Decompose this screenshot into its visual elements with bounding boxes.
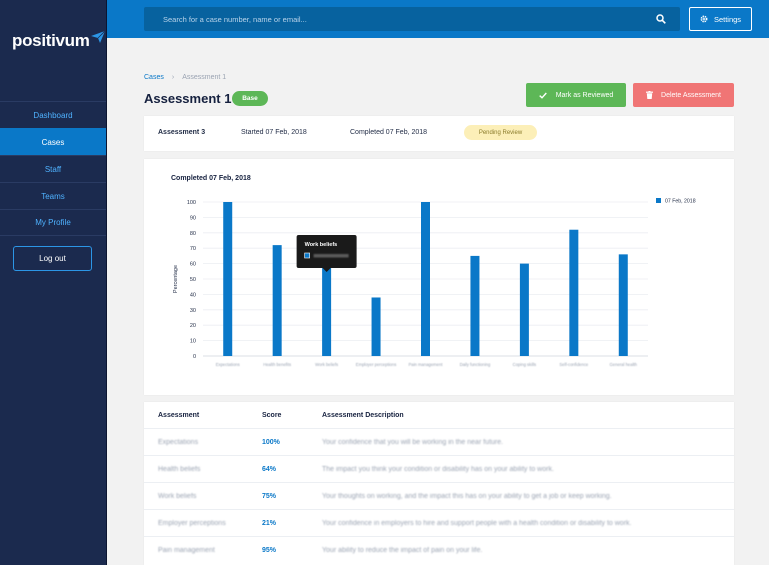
row-assessment: Health beliefs: [158, 466, 201, 473]
x-tick-label: Work beliefs: [315, 362, 338, 367]
logout-button[interactable]: Log out: [13, 246, 92, 271]
row-description: Your confidence that you will be working…: [322, 439, 504, 446]
chart-bar: [618, 254, 628, 356]
scores-table: Assessment Score Assessment Description …: [144, 402, 734, 565]
x-tick-label: Expectations: [216, 362, 240, 367]
legend-label: 07 Feb, 2018: [665, 199, 696, 205]
mark-as-reviewed-button[interactable]: Mark as Reviewed: [526, 83, 626, 107]
x-tick-label: General health: [610, 362, 638, 367]
tooltip-box: [296, 235, 357, 268]
page-title: Assessment 1: [144, 91, 232, 106]
chart-bar: [371, 297, 381, 356]
y-axis-label: Percentage: [173, 265, 179, 293]
table-row: Work beliefs 75% Your thoughts on workin…: [144, 482, 734, 509]
breadcrumb: Cases › Assessment 1: [144, 74, 226, 81]
settings-label: Settings: [713, 14, 742, 24]
search-input[interactable]: [163, 14, 643, 24]
breadcrumb-cases-link[interactable]: Cases: [144, 74, 164, 81]
y-tick-label: 10: [190, 339, 196, 345]
row-description: Your ability to reduce the impact of pai…: [322, 547, 483, 554]
started-date: Started 07 Feb, 2018: [241, 129, 307, 136]
chevron-right-icon: ›: [171, 74, 175, 81]
row-score: 64%: [262, 466, 277, 473]
sidebar-item-staff[interactable]: Staff: [0, 155, 106, 182]
table-header-description: Assessment Description: [322, 412, 404, 419]
chart-bar: [223, 202, 233, 356]
mark-as-reviewed-label: Mark as Reviewed: [555, 91, 614, 99]
chart-card: Completed 07 Feb, 2018 0 10 20 30 40 50 60 70 80…: [144, 159, 734, 395]
y-tick-label: 100: [187, 200, 196, 206]
sidebar-item-cases[interactable]: Cases: [0, 128, 106, 155]
chart-bar: [322, 258, 332, 356]
gear-icon: [700, 15, 708, 23]
trash-icon: [646, 91, 654, 99]
table-row: Expectations 100% Your confidence that y…: [144, 428, 734, 455]
row-score: 95%: [262, 547, 277, 554]
bar-chart: 0 10 20 30 40 50 60 70 80 90 100 Percentage Expectat…: [173, 198, 696, 367]
row-assessment: Work beliefs: [158, 493, 197, 500]
row-description: The impact you think your condition or d…: [322, 466, 554, 473]
search-bar: [144, 7, 680, 31]
row-assessment: Expectations: [158, 439, 199, 446]
base-badge: Base: [232, 91, 268, 106]
x-tick-label: Health benefits: [263, 362, 291, 367]
y-tick-label: 20: [190, 323, 196, 329]
y-tick-label: 90: [190, 215, 196, 221]
assessment-name: Assessment 3: [158, 129, 206, 136]
tooltip-value-blurred: [313, 254, 349, 258]
settings-button[interactable]: Settings: [689, 7, 752, 31]
chart-bar: [421, 202, 430, 356]
table-row: Pain management 95% Your ability to redu…: [144, 536, 734, 563]
brand-name: positivum: [12, 31, 90, 50]
table-row: Employer perceptions 21% Your confidence…: [144, 509, 734, 536]
x-tick-label: Daily functioning: [460, 362, 491, 367]
sidebar-nav: Dashboard Cases Staff Teams My Profile: [0, 101, 106, 236]
y-tick-label: 60: [190, 262, 196, 268]
row-description: Your thoughts on working, and the impact…: [322, 493, 612, 500]
sidebar-item-dashboard[interactable]: Dashboard: [0, 101, 106, 128]
delete-assessment-label: Delete Assessment: [661, 91, 721, 99]
assessment-info-card: Assessment 3 Started 07 Feb, 2018 Comple…: [144, 116, 734, 151]
legend-swatch: [656, 198, 661, 203]
check-icon: [538, 92, 547, 99]
y-tick-label: 50: [190, 277, 196, 283]
chart-bar: [470, 255, 480, 356]
y-tick-label: 30: [190, 308, 196, 314]
table-header-assessment: Assessment: [158, 412, 200, 419]
top-bar: Settings: [107, 0, 769, 38]
sidebar-item-my-profile[interactable]: My Profile: [0, 209, 106, 236]
status-badge: Pending Review: [464, 125, 537, 140]
delete-assessment-button[interactable]: Delete Assessment: [633, 83, 734, 107]
chart-bar: [519, 263, 529, 356]
chart-bar: [272, 245, 282, 356]
paper-plane-icon: [90, 31, 105, 43]
y-tick-label: 0: [193, 354, 196, 360]
y-tick-label: 70: [190, 246, 196, 252]
tooltip-swatch: [304, 252, 310, 259]
logo[interactable]: positivum: [12, 30, 105, 52]
table-header-score: Score: [262, 412, 282, 419]
x-tick-label: Employer perceptions: [356, 362, 397, 367]
completed-date: Completed 07 Feb, 2018: [350, 129, 428, 136]
row-score: 75%: [262, 493, 277, 500]
x-tick-label: Coping skills: [513, 362, 537, 367]
sidebar-item-teams[interactable]: Teams: [0, 182, 106, 209]
search-icon[interactable]: [656, 14, 666, 24]
row-assessment: Pain management: [158, 547, 215, 554]
row-assessment: Employer perceptions: [158, 520, 226, 527]
tooltip-title: Work beliefs: [305, 242, 338, 248]
row-score: 21%: [262, 520, 277, 527]
y-tick-label: 80: [190, 231, 196, 237]
breadcrumb-current: Assessment 1: [182, 74, 227, 81]
tooltip-arrow: [322, 268, 331, 272]
row-score: 100%: [262, 439, 280, 446]
row-description: Your confidence in employers to hire and…: [322, 520, 632, 527]
chart-bar: [569, 229, 579, 356]
table-row: Health beliefs 64% The impact you think …: [144, 455, 734, 482]
y-tick-label: 40: [190, 292, 196, 298]
x-tick-label: Self-confidence: [559, 362, 589, 367]
chart-title: Completed 07 Feb, 2018: [171, 175, 251, 182]
sidebar: positivum Dashboard Cases Staff Teams My…: [0, 0, 107, 565]
x-tick-label: Pain management: [409, 362, 444, 367]
